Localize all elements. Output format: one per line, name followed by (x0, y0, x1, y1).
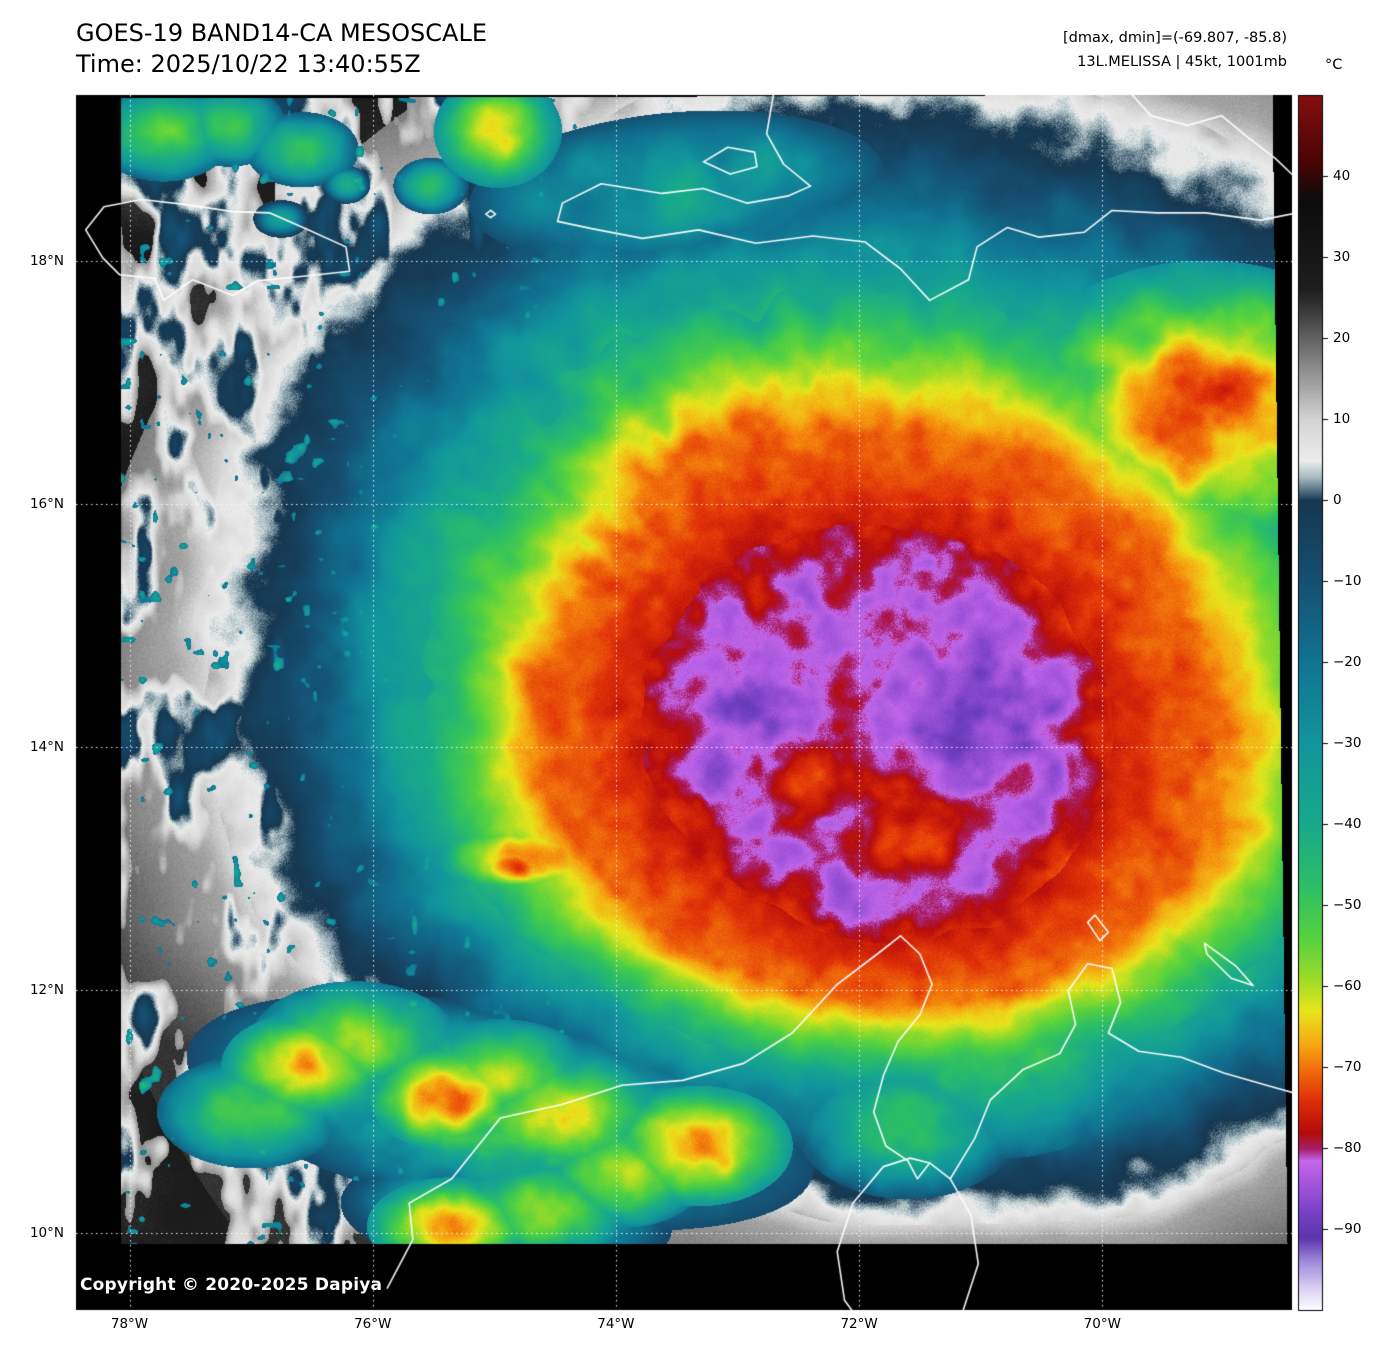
timestamp: Time: 2025/10/22 13:40:55Z (76, 50, 421, 78)
colorbar-tick-label: 40 (1333, 168, 1351, 184)
product-title: GOES-19 BAND14-CA MESOSCALE (76, 19, 487, 47)
lat-tick-label: 12°N (29, 982, 64, 999)
header: GOES-19 BAND14-CA MESOSCALE Time: 2025/1… (76, 18, 487, 80)
lon-tick-label: 74°W (597, 1316, 635, 1332)
colorbar-tick-label: −10 (1333, 573, 1362, 589)
latitude-axis: 18°N 16°N 14°N 12°N 10°N (0, 0, 68, 1359)
colorbar-tick-label: −60 (1333, 978, 1362, 994)
colorbar-tick-label: −40 (1333, 816, 1362, 832)
lat-tick-label: 14°N (29, 739, 64, 756)
lat-tick-label: 18°N (29, 253, 64, 270)
colorbar-tick-label: −80 (1333, 1140, 1362, 1156)
colorbar-tick-label: 30 (1333, 249, 1351, 265)
colorbar-tick-label: 20 (1333, 330, 1351, 346)
colorbar-tick-label: 10 (1333, 411, 1351, 427)
colorbar-tick-label: −90 (1333, 1221, 1362, 1237)
storm-annotation: 13L.MELISSA | 45kt, 1001mb (1077, 54, 1287, 70)
colorbar-tick-label: −20 (1333, 654, 1362, 670)
colorbar-tick-label: −50 (1333, 897, 1362, 913)
lon-tick-label: 72°W (840, 1316, 878, 1332)
lon-tick-label: 78°W (110, 1316, 149, 1332)
colorbar-tick-label: 0 (1333, 492, 1342, 508)
range-annotation: [dmax, dmin]=(-69.807, -85.8) (1062, 30, 1287, 46)
lat-tick-label: 10°N (29, 1225, 64, 1242)
lon-tick-label: 76°W (354, 1316, 392, 1332)
colorbar-tick-label: −70 (1333, 1059, 1362, 1075)
longitude-axis: 78°W 76°W 74°W 72°W 70°W (0, 1316, 1390, 1338)
colorbar-tick-label: −30 (1333, 735, 1362, 751)
lon-tick-label: 70°W (1083, 1316, 1121, 1332)
annotations: [dmax, dmin]=(-69.807, -85.8) 13L.MELISS… (1063, 26, 1287, 74)
lat-tick-label: 16°N (29, 496, 64, 513)
colorbar-unit-label: °C (1325, 57, 1343, 73)
copyright-label: Copyright © 2020-2025 Dapiya (80, 1275, 383, 1295)
colorbar-axis: 40 30 20 10 0 −10 −20 −30 −40 −50 −60 −70 −80 −90 (1333, 0, 1389, 1359)
